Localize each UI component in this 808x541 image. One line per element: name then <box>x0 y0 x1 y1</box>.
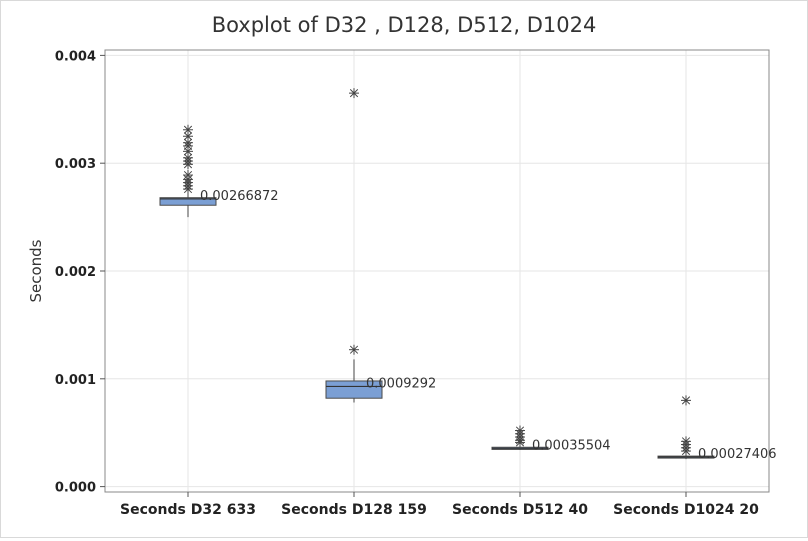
y-tick-label: 0.002 <box>55 265 96 280</box>
median-label: 0.00266872 <box>200 189 279 204</box>
outlier-stroke <box>349 89 359 98</box>
outlier-stroke <box>515 438 525 447</box>
outlier-marker <box>349 88 359 99</box>
y-tick-label: 0.001 <box>55 373 96 388</box>
outlier-stroke <box>681 396 691 405</box>
outlier-stroke <box>183 147 193 156</box>
box <box>159 197 217 206</box>
outlier-stroke <box>183 132 193 141</box>
grid-lines <box>105 50 769 492</box>
outlier-marker <box>183 131 193 142</box>
outlier-stroke <box>183 160 193 169</box>
outlier-stroke <box>183 125 193 134</box>
y-axis-label: Seconds <box>27 239 45 302</box>
box <box>325 380 383 399</box>
x-tick-label: Seconds D1024 20 <box>613 502 759 518</box>
box-group: 0.0009292 <box>325 88 436 403</box>
x-tick-label: Seconds D128 159 <box>281 502 427 518</box>
y-tick-label: 0.000 <box>55 481 96 496</box>
x-tick-label: Seconds D32 633 <box>120 502 256 518</box>
box-group: 0.00035504 <box>491 425 611 453</box>
median-label: 0.00035504 <box>532 438 611 453</box>
outlier-marker <box>681 446 691 457</box>
box-group: 0.00027406 <box>657 395 777 462</box>
box-group: 0.00266872 <box>159 124 279 218</box>
outlier-marker <box>349 344 359 355</box>
outlier-marker <box>183 184 193 195</box>
outlier-stroke <box>681 446 691 456</box>
outlier-marker <box>515 437 525 448</box>
median-label: 0.0009292 <box>366 376 436 391</box>
y-tick-label: 0.003 <box>55 157 96 172</box>
axes: 0.000 0.001 0.002 0.003 0.004 Seconds D32 633… <box>55 49 770 518</box>
outlier-marker <box>183 124 193 135</box>
y-tick-label: 0.004 <box>55 49 96 64</box>
outlier-marker <box>681 395 691 406</box>
boxes: 0.00266872 0.0009292 0.00035504 0.00027406 <box>159 88 777 462</box>
outlier-marker <box>183 159 193 170</box>
chart-title: Boxplot of D32 , D128, D512, D1024 <box>212 13 597 37</box>
outlier-stroke <box>183 184 193 194</box>
x-tick-label: Seconds D512 40 <box>452 502 588 518</box>
median-label: 0.00027406 <box>698 447 777 462</box>
outlier-stroke <box>349 345 359 354</box>
